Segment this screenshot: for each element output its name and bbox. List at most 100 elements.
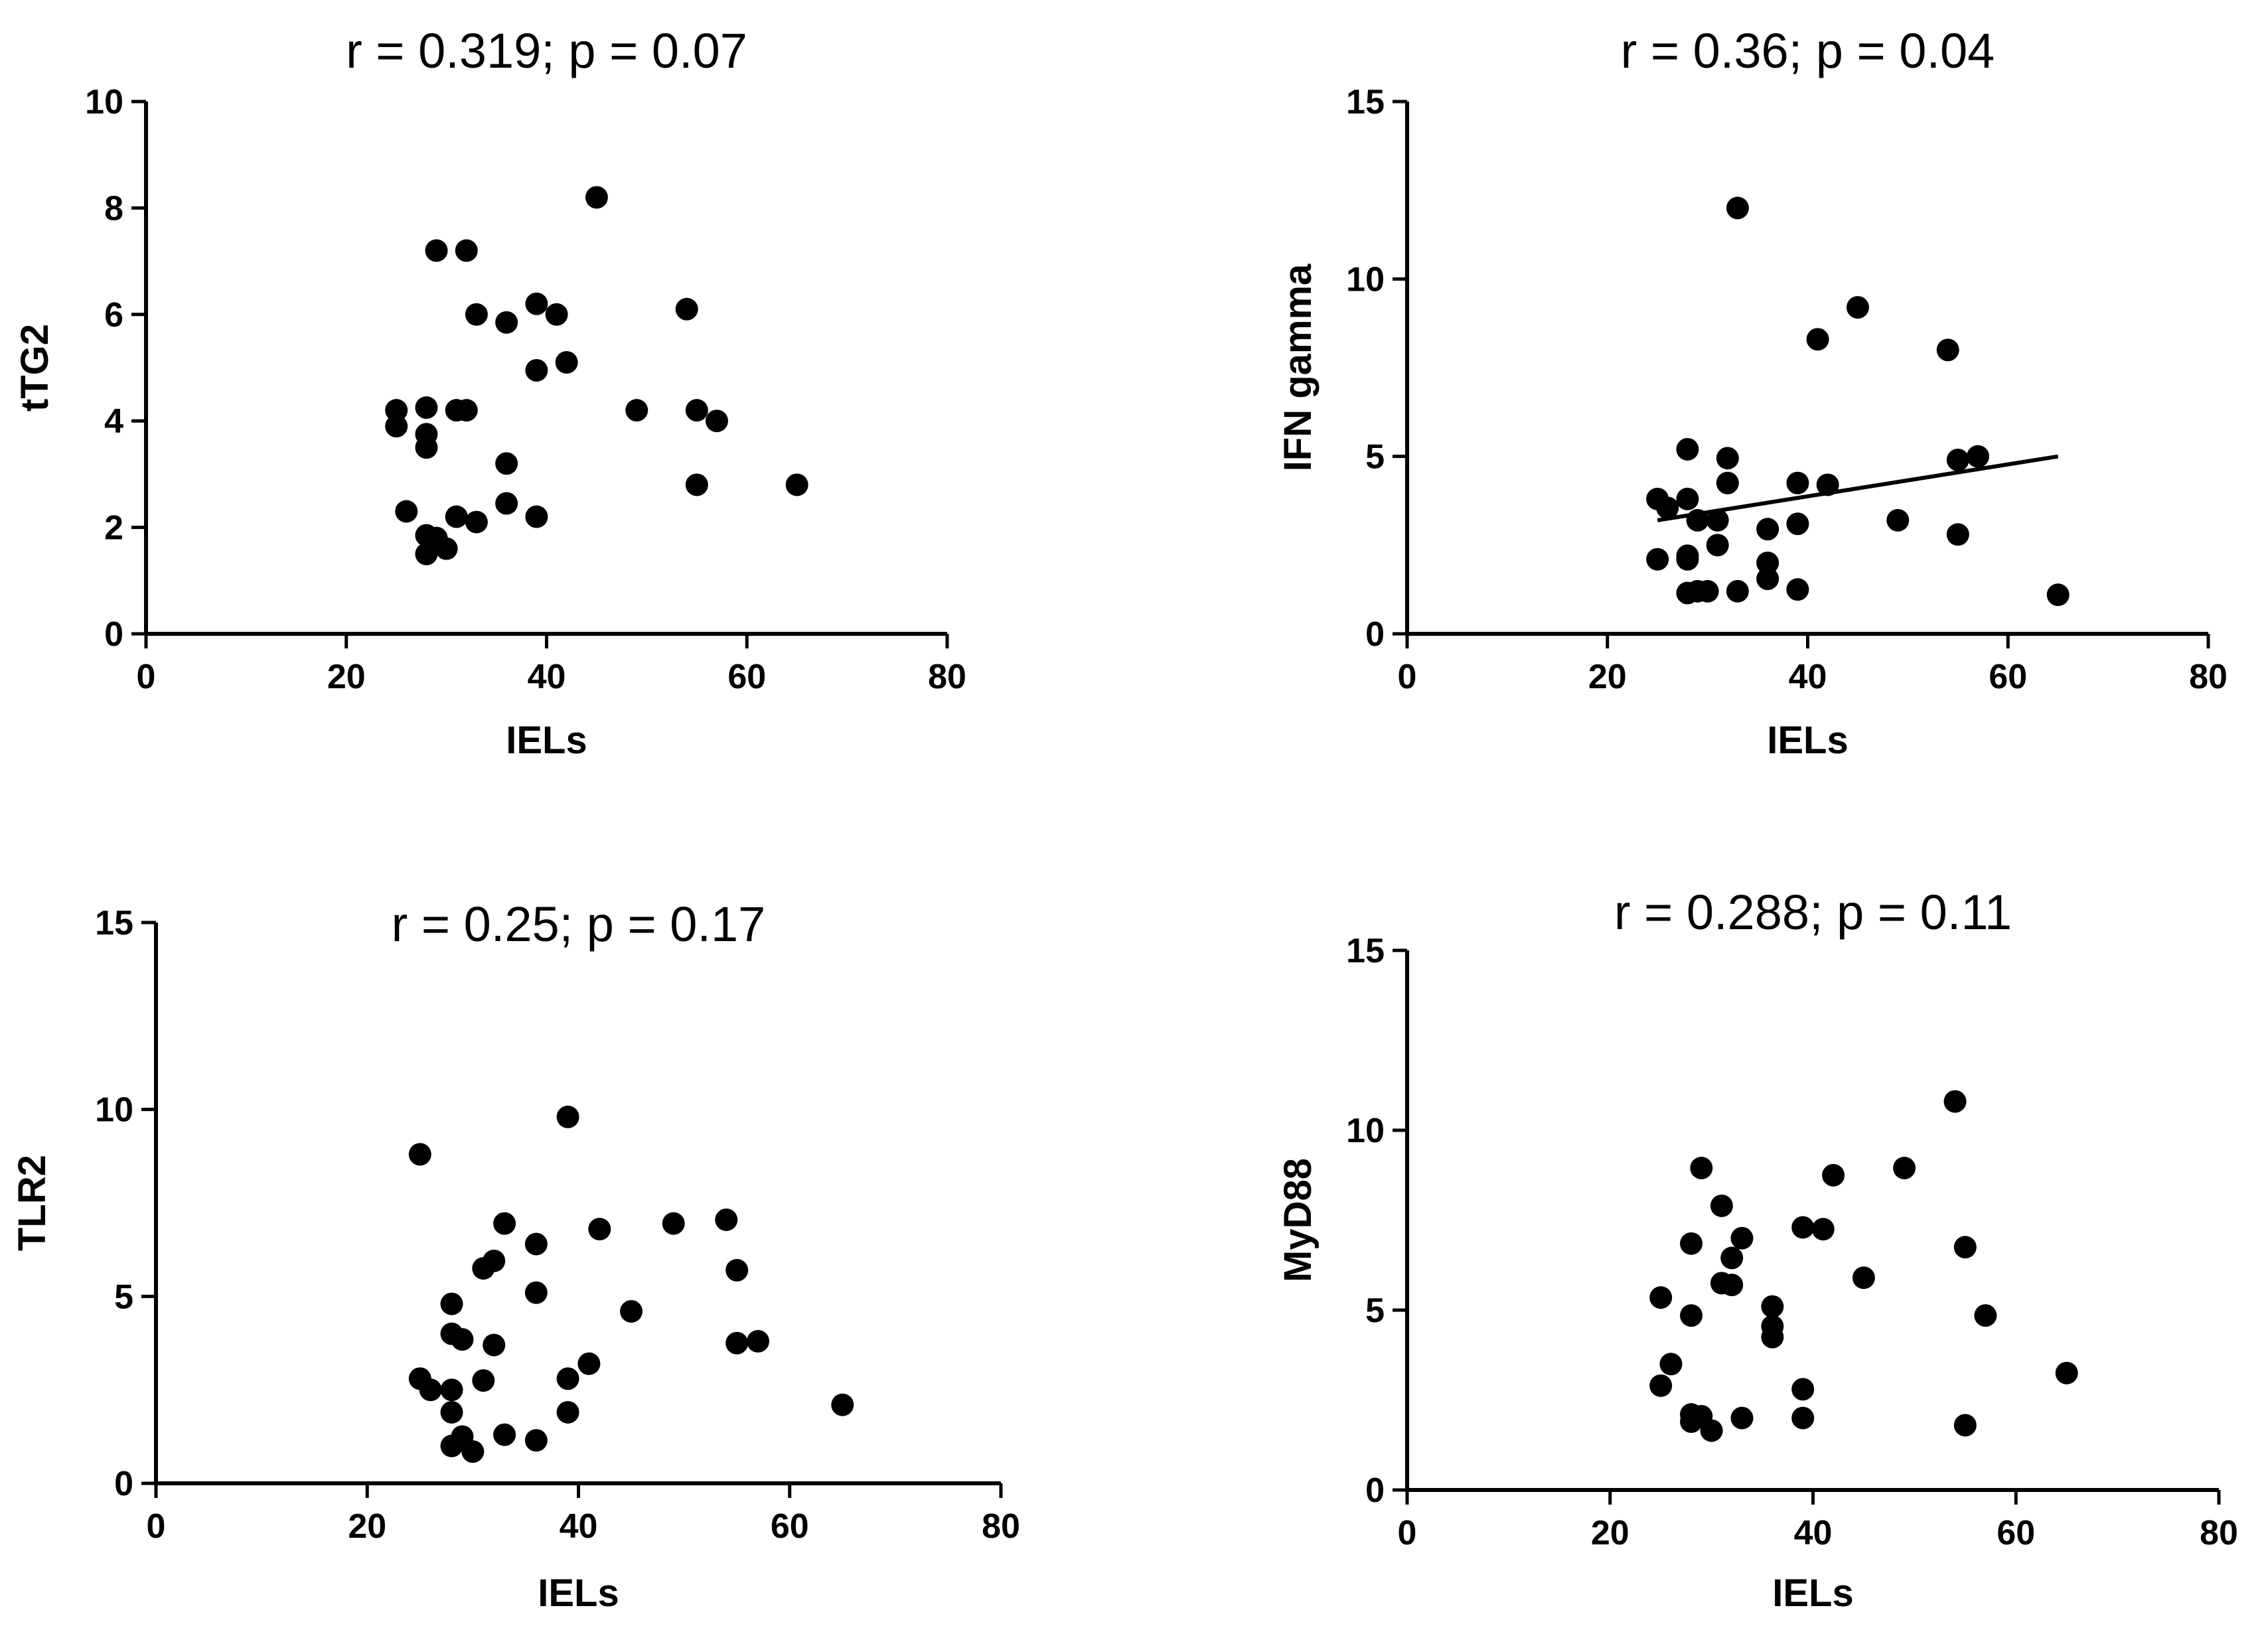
data-point xyxy=(1806,328,1829,351)
data-point xyxy=(1852,1266,1875,1290)
data-point xyxy=(1676,548,1699,571)
chart-title: r = 0.288; p = 0.11 xyxy=(1614,885,2012,940)
data-point xyxy=(1756,518,1779,541)
data-point xyxy=(1720,1246,1744,1270)
data-point xyxy=(483,1333,506,1357)
data-point xyxy=(1886,508,1910,532)
data-point xyxy=(395,500,418,523)
data-point xyxy=(1716,471,1739,494)
data-point xyxy=(524,1281,548,1304)
x-tick-label: 0 xyxy=(137,658,156,696)
data-point xyxy=(465,510,488,534)
data-point xyxy=(495,311,518,334)
data-point xyxy=(1936,338,1959,362)
data-point xyxy=(2055,1361,2078,1384)
y-tick-label: 5 xyxy=(114,1278,133,1316)
x-tick-label: 0 xyxy=(1398,1514,1417,1552)
x-tick-label: 20 xyxy=(327,658,366,696)
data-point xyxy=(831,1393,854,1416)
data-point xyxy=(495,492,518,515)
data-point xyxy=(585,186,608,209)
data-points xyxy=(1649,1090,2078,1442)
y-tick-label: 5 xyxy=(1365,1292,1385,1330)
y-tick-label: 5 xyxy=(1365,438,1385,477)
x-axis-label: IELs xyxy=(1772,1572,1854,1615)
data-point xyxy=(747,1329,770,1353)
y-tick-label: 0 xyxy=(1365,615,1385,654)
x-tick-label: 80 xyxy=(2189,658,2228,696)
data-point xyxy=(1791,1406,1815,1430)
y-axis-label: tTG2 xyxy=(13,324,56,411)
x-tick-label: 0 xyxy=(1398,658,1417,696)
axes: 0 5 10 15 0 20 40 60 80 xyxy=(1346,83,2228,696)
data-point xyxy=(472,1369,495,1392)
y-tick-label: 10 xyxy=(1346,1112,1385,1150)
data-point xyxy=(1946,523,1969,546)
data-point xyxy=(1730,1226,1754,1250)
x-axis-label: IELs xyxy=(538,1572,619,1615)
y-tick-label: 15 xyxy=(95,904,133,942)
x-axis-label: IELs xyxy=(506,719,587,762)
data-point xyxy=(1761,1295,1784,1318)
data-point xyxy=(1726,196,1749,220)
data-point xyxy=(525,505,548,528)
data-point xyxy=(435,537,458,560)
data-point xyxy=(455,239,478,262)
data-point xyxy=(1846,296,1869,319)
axes: 0 5 10 15 0 20 40 60 80 xyxy=(95,904,1020,1546)
data-point xyxy=(425,239,448,262)
data-point xyxy=(465,303,488,326)
data-point xyxy=(1646,548,1669,571)
x-axis-label: IELs xyxy=(1767,719,1849,762)
data-point xyxy=(1756,552,1779,575)
data-point xyxy=(483,1249,506,1272)
data-point xyxy=(662,1212,685,1235)
y-tick-label: 0 xyxy=(104,615,123,654)
x-tick-label: 80 xyxy=(928,658,966,696)
y-tick-label: 0 xyxy=(114,1465,133,1503)
data-point xyxy=(1966,445,1989,468)
data-point xyxy=(415,436,438,459)
data-point xyxy=(577,1352,601,1375)
y-tick-label: 4 xyxy=(104,402,123,441)
y-tick-label: 15 xyxy=(1346,932,1385,970)
chart-title: r = 0.25; p = 0.17 xyxy=(392,897,766,952)
data-point xyxy=(445,505,468,528)
y-tick-label: 10 xyxy=(1346,260,1385,299)
data-point xyxy=(451,1328,474,1351)
data-point xyxy=(1700,1419,1723,1442)
data-point xyxy=(1710,1194,1733,1217)
x-tick-label: 60 xyxy=(1997,1514,2035,1552)
x-tick-label: 60 xyxy=(727,658,766,696)
data-point xyxy=(525,359,548,382)
data-point xyxy=(1730,1406,1754,1430)
y-tick-label: 10 xyxy=(95,1091,133,1130)
y-tick-label: 8 xyxy=(104,189,123,228)
data-point xyxy=(545,303,568,326)
data-point xyxy=(625,399,648,422)
data-point xyxy=(419,1378,442,1402)
data-point xyxy=(1943,1090,1967,1113)
data-point xyxy=(1946,449,1969,472)
data-point xyxy=(524,1429,548,1452)
data-point xyxy=(1680,1304,1703,1327)
y-axis-label: TLR2 xyxy=(11,1155,54,1251)
y-tick-label: 2 xyxy=(104,509,123,548)
data-point xyxy=(1706,534,1729,557)
data-point xyxy=(725,1258,749,1282)
data-point xyxy=(1786,512,1809,536)
data-point xyxy=(1726,579,1749,603)
data-point xyxy=(685,399,708,422)
data-point xyxy=(1676,437,1699,461)
data-point xyxy=(440,1400,463,1424)
regression-line xyxy=(1657,454,2059,522)
y-tick-label: 10 xyxy=(85,83,123,121)
data-point xyxy=(556,1105,579,1128)
data-point xyxy=(1761,1325,1784,1349)
y-axis-label: MyD88 xyxy=(1276,1158,1320,1282)
data-points xyxy=(1646,196,2070,607)
data-point xyxy=(524,1232,548,1256)
x-tick-label: 40 xyxy=(528,658,566,696)
data-point xyxy=(461,1440,485,1463)
